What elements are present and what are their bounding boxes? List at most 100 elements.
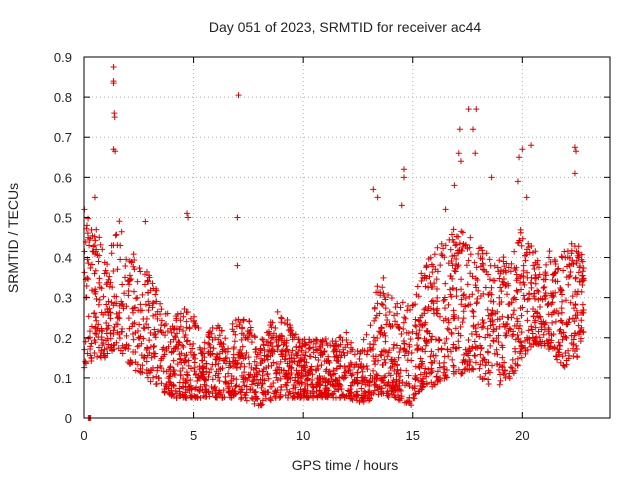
data-point xyxy=(278,366,285,373)
data-point xyxy=(488,311,495,318)
data-point xyxy=(240,317,247,324)
data-point xyxy=(220,357,227,364)
data-point xyxy=(305,369,312,376)
data-point xyxy=(573,148,580,155)
data-point xyxy=(516,338,523,345)
data-point xyxy=(441,375,448,382)
data-point xyxy=(243,349,250,356)
data-point xyxy=(92,324,99,331)
data-point xyxy=(238,336,245,343)
data-point xyxy=(452,325,459,332)
data-point xyxy=(274,377,281,384)
data-point xyxy=(181,334,188,341)
data-point xyxy=(182,380,189,387)
data-point xyxy=(208,366,215,373)
data-point xyxy=(557,342,564,349)
data-point xyxy=(265,348,272,355)
data-point xyxy=(341,394,348,401)
data-point xyxy=(363,351,370,358)
data-point xyxy=(234,214,241,221)
data-point xyxy=(427,305,434,312)
data-point xyxy=(390,377,397,384)
data-point xyxy=(277,375,284,382)
data-point xyxy=(520,262,527,269)
data-point xyxy=(158,321,165,328)
data-point xyxy=(518,312,525,319)
data-point xyxy=(560,362,567,369)
data-point xyxy=(517,279,524,286)
data-point xyxy=(258,401,265,408)
data-point xyxy=(167,373,174,380)
data-point xyxy=(251,389,258,396)
data-point xyxy=(263,338,270,345)
data-point xyxy=(431,251,438,258)
data-point xyxy=(546,254,553,261)
data-point xyxy=(298,356,305,363)
data-point xyxy=(471,338,478,345)
data-point xyxy=(270,330,277,337)
data-point xyxy=(246,360,253,367)
data-point xyxy=(530,313,537,320)
data-point xyxy=(260,366,267,373)
data-point xyxy=(237,395,244,402)
data-point xyxy=(139,291,146,298)
data-point xyxy=(554,346,561,353)
data-point xyxy=(536,303,543,310)
data-point xyxy=(382,359,389,366)
data-point xyxy=(100,293,107,300)
data-point xyxy=(307,366,314,373)
data-point xyxy=(538,324,545,331)
data-point xyxy=(445,301,452,308)
data-point xyxy=(370,367,377,374)
data-point xyxy=(216,341,223,348)
data-point xyxy=(158,380,165,387)
data-point xyxy=(495,338,502,345)
data-point xyxy=(472,359,479,366)
data-point xyxy=(297,394,304,401)
data-point xyxy=(354,392,361,399)
data-point xyxy=(371,357,378,364)
data-point xyxy=(242,392,249,399)
data-point xyxy=(223,354,230,361)
data-point xyxy=(252,395,259,402)
data-point xyxy=(530,262,537,269)
data-point xyxy=(373,371,380,378)
data-point xyxy=(536,271,543,278)
data-point xyxy=(440,297,447,304)
data-point xyxy=(530,305,537,312)
data-point xyxy=(149,304,156,311)
data-point xyxy=(117,242,124,249)
data-point xyxy=(469,291,476,298)
data-point xyxy=(84,350,91,357)
data-point xyxy=(537,338,544,345)
data-point xyxy=(386,309,393,316)
data-point xyxy=(142,218,149,225)
data-point xyxy=(179,365,186,372)
data-point xyxy=(273,336,280,343)
data-point xyxy=(378,325,385,332)
data-point xyxy=(484,325,491,332)
data-point xyxy=(432,352,439,359)
data-point xyxy=(163,345,170,352)
data-point xyxy=(541,293,548,300)
data-point xyxy=(147,329,154,336)
data-point xyxy=(443,335,450,342)
data-point xyxy=(272,367,279,374)
data-point xyxy=(448,258,455,265)
data-point xyxy=(261,377,268,384)
data-point xyxy=(558,309,565,316)
data-point xyxy=(509,356,516,363)
data-point xyxy=(205,333,212,340)
data-point xyxy=(500,254,507,261)
data-point xyxy=(289,394,296,401)
data-point xyxy=(443,367,450,374)
data-point xyxy=(465,257,472,264)
data-point xyxy=(542,269,549,276)
data-point xyxy=(226,383,233,390)
data-point xyxy=(299,343,306,350)
data-point xyxy=(83,282,90,289)
data-point xyxy=(391,341,398,348)
data-point xyxy=(403,380,410,387)
data-point xyxy=(95,258,102,265)
data-point xyxy=(462,346,469,353)
